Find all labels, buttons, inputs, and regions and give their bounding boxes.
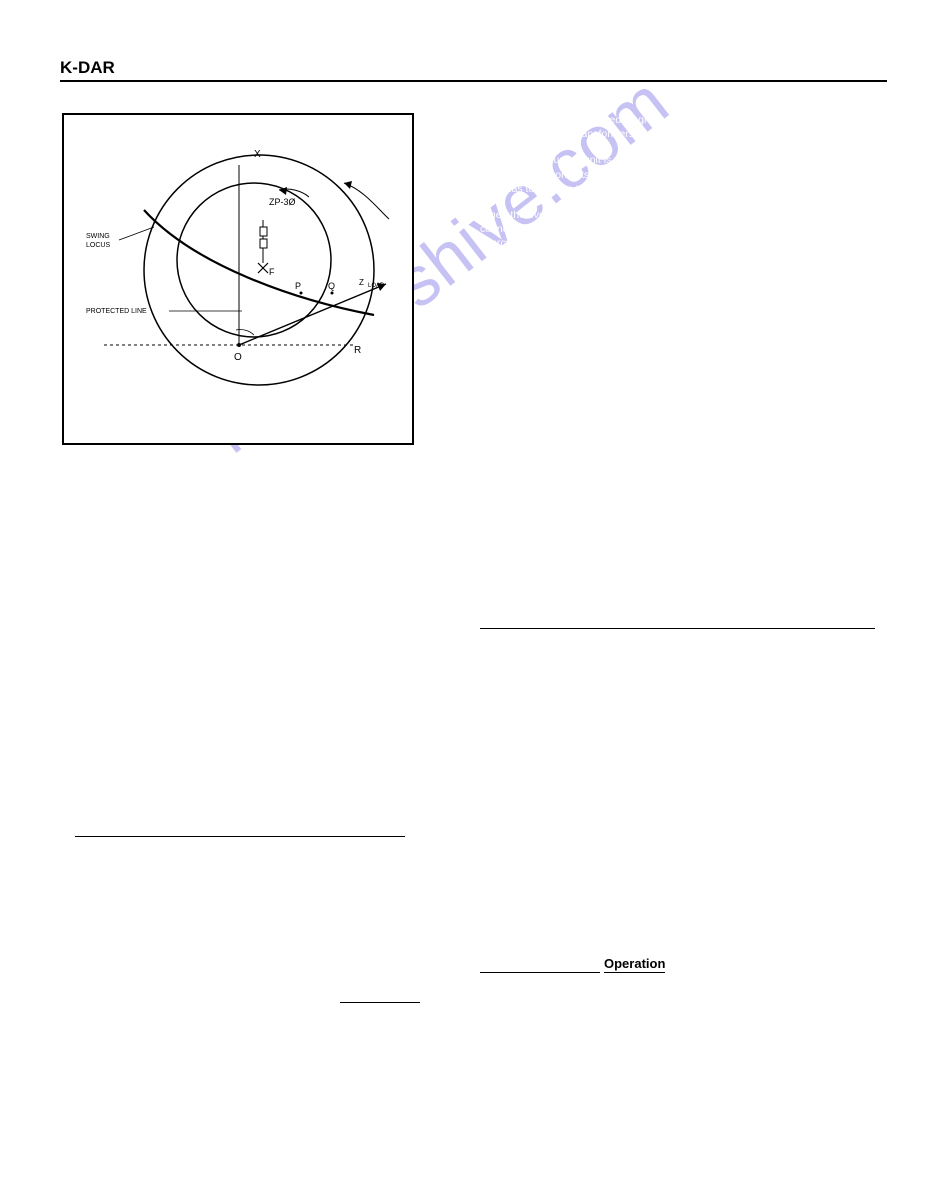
sub1: SETTING THE RELAY [480,331,875,345]
figure-box: R X ZP-3Ø SWING LOCUS PROTECTED LINE [62,113,414,445]
header-label: K-DAR [60,58,115,77]
para-r3: When the overcurrent unit is used as a g… [480,208,875,251]
figure-caption: Fig. 5. Using an Additional Out of Step … [64,456,414,484]
z-load-label-1: Z [359,278,364,287]
para-r5: The connections of K-DAR relay unit for … [480,357,875,400]
fig-no: Fig. 5. [64,457,93,469]
para-l5: The overcurrent unit on the K-DAR relay … [64,856,414,941]
para-l4: The standard K-DAR relay is provided wit… [64,690,414,818]
left-column: Fig. 5. Using an Additional Out of Step … [64,456,414,967]
protected-line-label: PROTECTED LINE [86,308,147,315]
fig-text: Using an Additional Out of Step Unit Hav… [64,457,398,483]
right-column: If the overcurrent relay is used as grou… [480,113,875,810]
breaker-box-1 [260,227,267,236]
point-p [300,292,303,295]
para-r7: The relays should be mounted on switchbo… [480,492,875,620]
sub-adjust: ADJUSTMENTS AND MAINTENANCE [480,632,875,646]
para-r1: If the overcurrent relay is used as grou… [480,113,875,141]
sub-install: INSTALLATION [480,466,875,480]
breaker-box-2 [260,239,267,248]
origin-label: O [234,352,242,363]
separator-right-1 [480,628,875,629]
inner-circle-label: ZP-3Ø [269,197,296,207]
para-r6: Connections for out of step tripping usi… [480,412,875,455]
separator-left [75,836,405,837]
operation-leader-line [480,972,600,973]
page-no: 6 [64,953,414,967]
para-l3: It is desirable therefore to set ZP-3Ø q… [64,636,414,679]
para-r2: When the overcurrent unit is used as a f… [480,153,875,196]
para-r9: All contacts should be periodically clea… [480,741,875,798]
point-f-label: F [269,267,275,277]
outer-arrow-head [344,181,352,189]
swing-locus-label-2: LOCUS [86,242,110,249]
swing-locus-label-1: SWING [86,233,110,240]
inner-circle [177,183,331,337]
r-axis-label: R [354,345,361,356]
point-q-label: Q [328,281,335,291]
point-p-label: P [295,281,301,291]
para-l2: On the other hand if rapid swings are ex… [64,581,414,624]
page-header: K-DAR [60,58,887,82]
outer-circle [144,155,374,385]
para-r8: The proper adjustments to insure correct… [480,658,875,729]
separator-small [340,1002,420,1003]
origin-point [237,343,241,347]
point-q [331,292,334,295]
page-root: K-DAR manualshive.com R X ZP-3Ø SWING [0,0,932,1199]
swing-locus [144,210,374,315]
para-r4: The overcurrent unit is provided with ta… [480,262,875,319]
z-load-label-2: LOAD [368,283,385,289]
z-load-line [239,284,386,345]
operation-label: Operation [604,956,665,973]
figure-svg: R X ZP-3Ø SWING LOCUS PROTECTED LINE [64,115,412,443]
operation-row: Operation [480,955,665,973]
para-l1: The impedance vector as seen from O at t… [64,498,414,569]
